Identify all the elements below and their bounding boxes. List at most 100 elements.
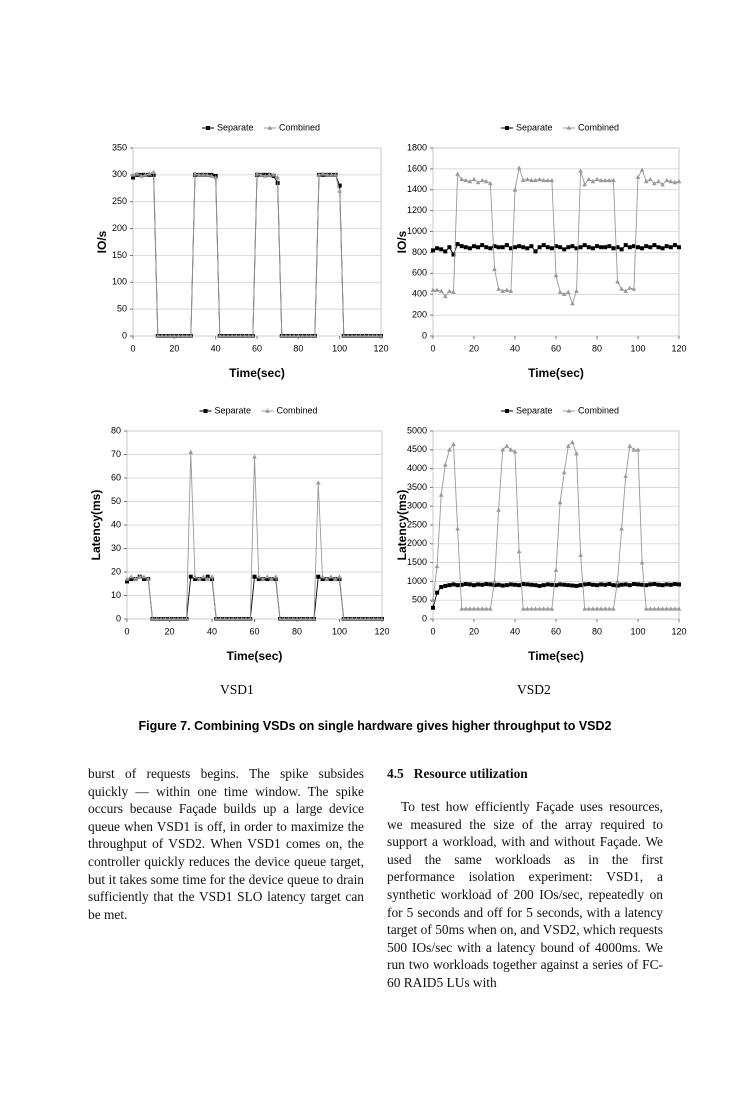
marker — [521, 582, 526, 587]
y-tick-label: 20 — [111, 566, 121, 576]
marker — [443, 249, 448, 254]
marker — [574, 583, 579, 588]
marker — [517, 244, 522, 249]
marker — [451, 252, 456, 257]
marker — [508, 288, 514, 293]
marker — [188, 449, 194, 454]
marker — [656, 582, 661, 587]
marker — [451, 289, 456, 294]
marker — [158, 616, 164, 621]
marker — [607, 177, 612, 183]
y-tick-label: 1500 — [407, 557, 427, 567]
marker — [250, 333, 256, 338]
marker — [143, 172, 148, 177]
y-tick-label: 0 — [116, 613, 121, 623]
marker — [455, 526, 460, 531]
marker — [648, 606, 653, 611]
y-tick-label: 4000 — [407, 463, 427, 473]
marker — [430, 287, 436, 292]
marker — [643, 178, 649, 184]
marker — [676, 606, 682, 611]
marker — [480, 243, 485, 248]
marker — [271, 172, 276, 177]
marker — [447, 447, 452, 452]
marker — [184, 333, 190, 338]
marker — [337, 183, 342, 188]
marker — [598, 177, 604, 183]
marker — [562, 247, 567, 252]
marker — [574, 451, 579, 456]
x-tick-label: 60 — [551, 626, 561, 636]
marker — [134, 171, 140, 176]
marker — [607, 244, 612, 249]
marker — [286, 616, 291, 621]
panel-label: VSD2 — [517, 682, 551, 697]
x-tick-label: 120 — [374, 626, 389, 636]
marker — [517, 583, 522, 588]
marker — [570, 583, 575, 588]
marker — [582, 582, 587, 587]
marker — [172, 333, 177, 338]
marker — [672, 582, 677, 587]
marker — [603, 582, 608, 587]
marker — [192, 171, 198, 176]
marker — [602, 177, 608, 183]
marker — [492, 578, 497, 584]
marker — [586, 245, 591, 250]
marker — [598, 606, 604, 611]
marker — [180, 333, 185, 338]
marker — [553, 567, 559, 572]
marker — [533, 249, 538, 254]
x-tick-label: 20 — [169, 343, 179, 353]
marker — [484, 582, 489, 587]
x-tick-label: 80 — [592, 626, 602, 636]
marker — [238, 333, 243, 338]
marker — [636, 582, 640, 587]
marker — [640, 582, 645, 587]
marker — [549, 177, 555, 183]
y-tick-label: 300 — [112, 169, 127, 179]
marker — [188, 574, 193, 579]
marker — [358, 333, 363, 338]
marker — [472, 583, 476, 588]
marker — [275, 175, 280, 180]
marker — [525, 176, 530, 182]
marker — [353, 333, 359, 338]
marker — [316, 574, 321, 579]
marker — [443, 583, 448, 588]
marker — [578, 245, 583, 250]
marker — [435, 246, 440, 251]
marker — [615, 578, 620, 584]
marker — [125, 579, 129, 584]
marker — [520, 606, 526, 611]
marker — [599, 245, 604, 250]
marker — [247, 616, 253, 621]
marker — [595, 244, 599, 249]
marker — [209, 173, 214, 178]
marker — [660, 182, 665, 187]
marker — [205, 576, 211, 581]
marker — [500, 583, 505, 588]
marker — [155, 333, 161, 338]
marker — [496, 286, 501, 291]
marker — [154, 616, 160, 621]
marker — [611, 177, 616, 183]
legend-label: Combined — [578, 405, 619, 415]
marker — [549, 582, 554, 587]
y-tick-label: 1600 — [407, 163, 427, 173]
y-tick-label: 10 — [111, 590, 121, 600]
marker — [479, 606, 485, 611]
marker — [504, 243, 509, 248]
marker — [500, 245, 505, 250]
marker — [561, 469, 567, 475]
marker — [329, 577, 333, 582]
y-tick-label: 60 — [111, 472, 121, 482]
marker — [513, 582, 517, 587]
marker — [447, 288, 452, 293]
marker — [496, 245, 501, 250]
marker — [150, 616, 155, 621]
marker — [349, 616, 355, 621]
marker — [320, 171, 326, 176]
y-tick-label: 600 — [412, 268, 427, 278]
